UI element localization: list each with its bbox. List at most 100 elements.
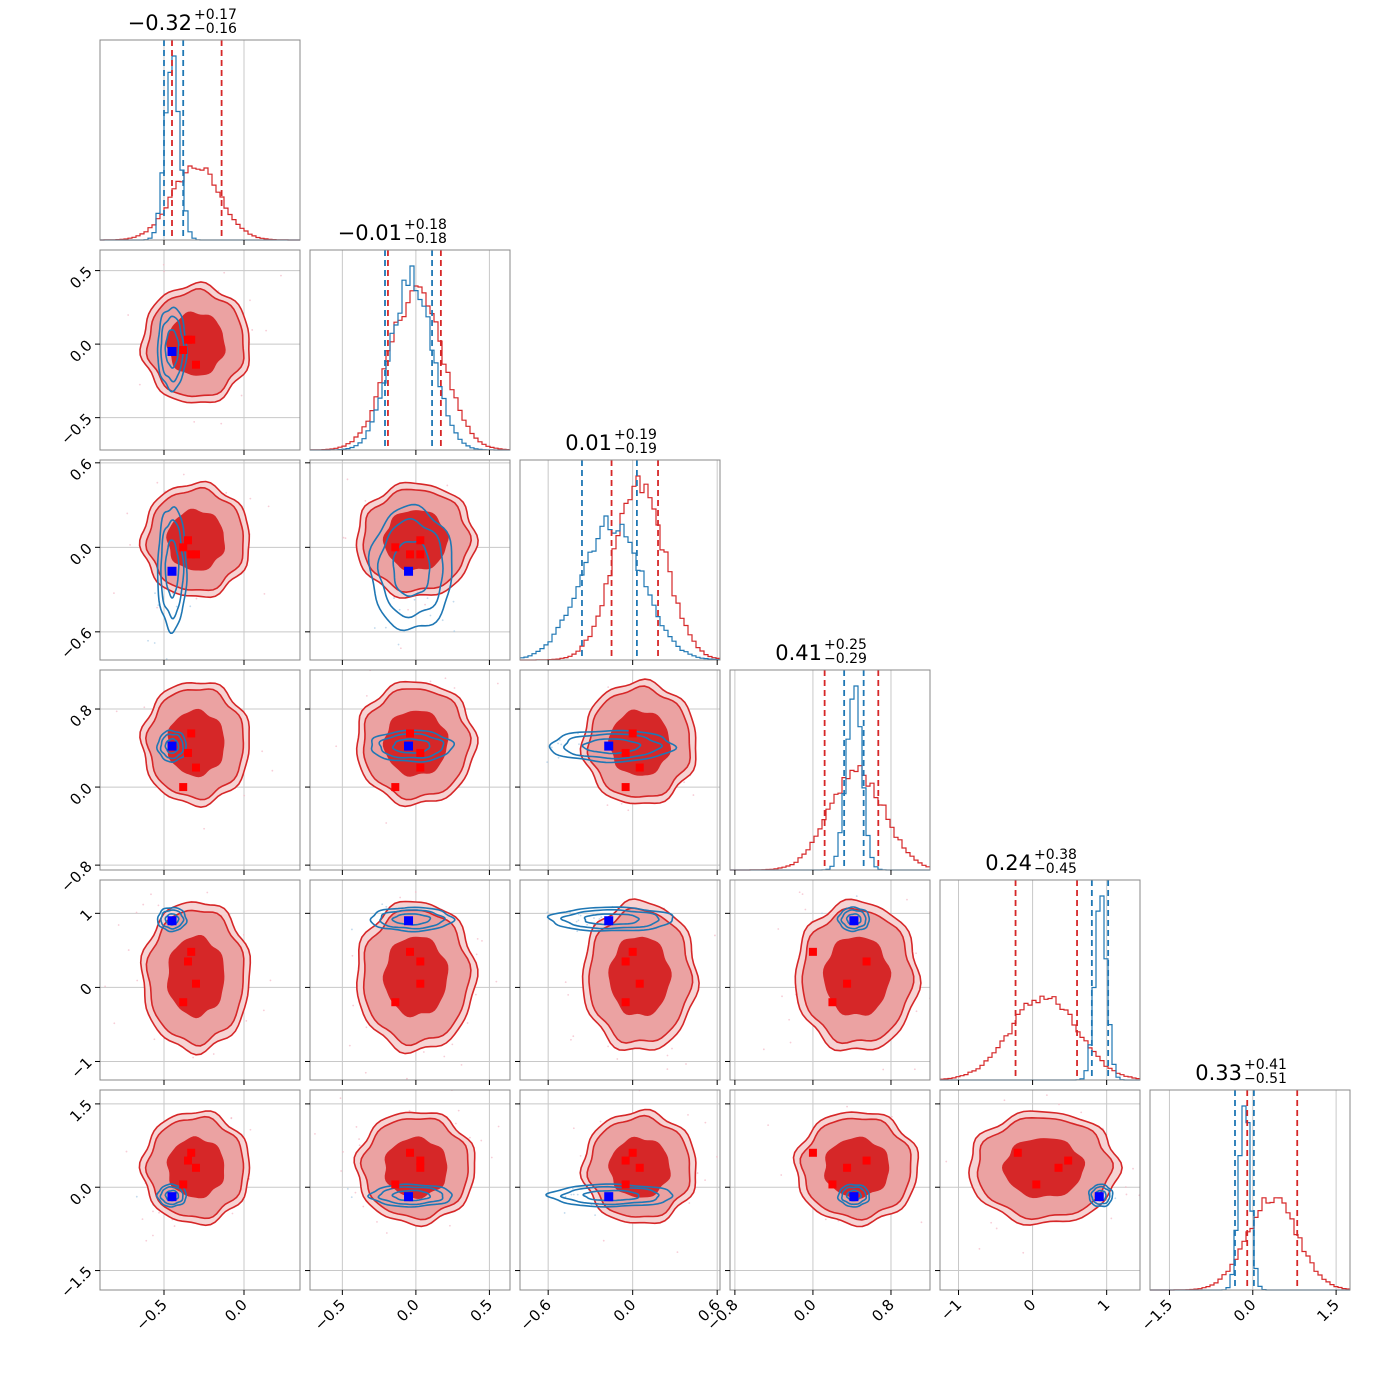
blue-contour-outer bbox=[546, 906, 674, 932]
sample-point bbox=[578, 743, 580, 746]
panel-frame bbox=[99, 459, 301, 661]
marker-red bbox=[808, 1148, 817, 1157]
panel-frame bbox=[309, 459, 511, 661]
marker-red bbox=[828, 1180, 837, 1189]
sample-point bbox=[223, 271, 226, 274]
histogram-blue bbox=[310, 265, 510, 451]
sample-point bbox=[225, 491, 228, 494]
sample-point bbox=[251, 329, 254, 331]
sample-point bbox=[351, 954, 354, 957]
y-tick-label: 0 bbox=[76, 980, 95, 999]
sample-point bbox=[824, 1218, 827, 1221]
sample-point bbox=[129, 543, 131, 546]
y-tick-label: −1 bbox=[67, 1054, 95, 1082]
blue-contour-outer bbox=[836, 1183, 870, 1208]
sample-point bbox=[599, 1120, 602, 1123]
sample-point bbox=[915, 952, 917, 955]
sample-point bbox=[364, 499, 367, 502]
sample-point bbox=[141, 1218, 144, 1221]
sample-point bbox=[175, 605, 178, 608]
marker-red bbox=[628, 729, 637, 738]
x-tick-label: −0.5 bbox=[311, 1296, 349, 1334]
marker-red bbox=[391, 543, 400, 552]
x-tick-label: −0.6 bbox=[517, 1296, 555, 1334]
sample-point bbox=[576, 1193, 579, 1196]
sample-point bbox=[576, 930, 579, 933]
sample-point bbox=[429, 680, 432, 683]
histogram-red bbox=[940, 995, 1140, 1080]
marker-red bbox=[1013, 1148, 1022, 1157]
marker-red bbox=[179, 346, 188, 354]
blue-contour-mid bbox=[379, 909, 446, 930]
histogram-title-value: 0.24 bbox=[985, 851, 1032, 875]
sample-point bbox=[280, 274, 282, 277]
sample-point bbox=[560, 743, 563, 746]
panel-frame bbox=[309, 1089, 511, 1291]
marker-red bbox=[391, 1180, 400, 1189]
sample-point bbox=[781, 995, 783, 998]
sample-point bbox=[457, 1109, 460, 1112]
sample-point bbox=[855, 895, 858, 898]
sample-point bbox=[385, 905, 388, 908]
sample-point bbox=[153, 642, 156, 644]
red-contour-inner bbox=[822, 936, 892, 1016]
sample-point bbox=[1110, 1217, 1113, 1220]
sample-point bbox=[496, 682, 499, 685]
panel-contents bbox=[100, 670, 300, 870]
sample-point bbox=[767, 1124, 770, 1127]
blue-contour-inner bbox=[164, 328, 180, 369]
sample-point bbox=[203, 827, 206, 830]
marker-red bbox=[184, 748, 192, 757]
sample-point bbox=[262, 1009, 265, 1012]
sample-point bbox=[384, 626, 387, 629]
marker-red bbox=[406, 550, 414, 559]
sample-point bbox=[1045, 1094, 1048, 1097]
panel-contents bbox=[520, 1090, 720, 1290]
red-contour-inner bbox=[608, 709, 671, 776]
sample-point bbox=[362, 1205, 365, 1208]
panel-frame bbox=[1149, 1089, 1351, 1291]
sample-point bbox=[385, 822, 388, 824]
panel-contents bbox=[100, 460, 300, 660]
blue-contour-inner bbox=[164, 539, 180, 599]
blue-contour-mid bbox=[160, 519, 185, 620]
red-contour-inner bbox=[382, 936, 449, 1018]
red-contour-inner bbox=[167, 935, 225, 1019]
histogram-panel-1: −0.01 +0.18−0.18 bbox=[309, 217, 511, 451]
scatter-panel-4-3 bbox=[729, 879, 931, 1081]
sample-point bbox=[550, 746, 553, 749]
scatter-panel-5-3 bbox=[729, 1089, 931, 1291]
sample-point bbox=[666, 1054, 669, 1057]
sample-point bbox=[346, 1187, 349, 1190]
marker-red bbox=[187, 550, 196, 559]
sample-point bbox=[789, 1041, 792, 1044]
marker-red bbox=[406, 1148, 414, 1157]
marker-red bbox=[843, 979, 852, 988]
sample-point bbox=[567, 993, 570, 996]
histogram-title-minus: −0.16 bbox=[194, 21, 237, 37]
sample-point bbox=[593, 917, 595, 919]
sample-point bbox=[452, 600, 455, 603]
marker-blue bbox=[404, 566, 414, 576]
sample-point bbox=[165, 658, 168, 660]
sample-point bbox=[564, 981, 567, 984]
x-tick-label: −1 bbox=[937, 1296, 965, 1324]
marker-red bbox=[391, 783, 400, 792]
blue-contour-inner bbox=[582, 1189, 640, 1202]
sample-point bbox=[358, 1144, 361, 1147]
panel-contents bbox=[940, 1090, 1140, 1290]
sample-point bbox=[407, 608, 409, 611]
histogram-red bbox=[1150, 1197, 1350, 1291]
sample-point bbox=[115, 710, 118, 713]
sample-point bbox=[192, 1056, 195, 1059]
sample-point bbox=[594, 1214, 597, 1217]
sample-point bbox=[1125, 1193, 1128, 1196]
marker-red bbox=[192, 763, 200, 772]
y-tick-label: −1.5 bbox=[57, 1263, 95, 1301]
marker-red bbox=[843, 1163, 852, 1172]
marker-red bbox=[862, 1156, 871, 1165]
blue-contour-outer bbox=[156, 506, 188, 634]
blue-contour-inner bbox=[583, 913, 640, 926]
y-tick-label: 0.0 bbox=[66, 336, 96, 366]
sample-point bbox=[342, 536, 345, 539]
